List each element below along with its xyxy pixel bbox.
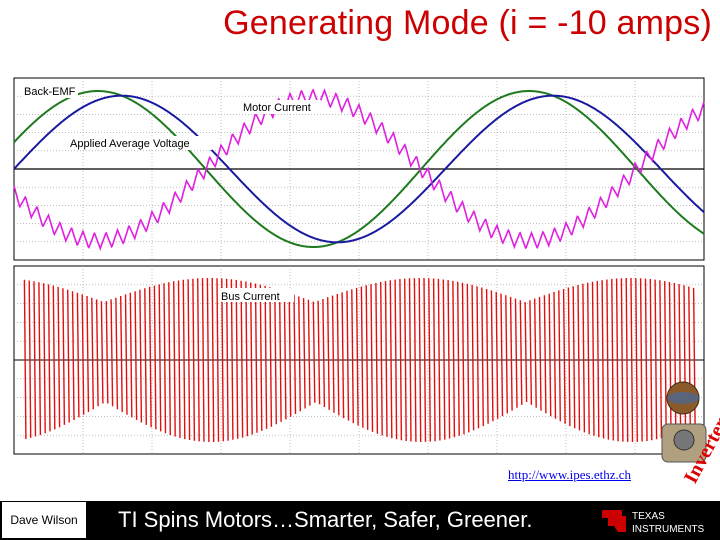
motor-icon [673, 429, 695, 451]
top-plot-grid [14, 78, 704, 260]
annotation-label: Motor Current [243, 102, 311, 114]
footer-tagline: TI Spins Motors…Smarter, Safer, Greener. [118, 507, 533, 532]
inverter-sticker: Inverter [661, 381, 720, 487]
globe-band [667, 392, 699, 404]
bottom-plot: Bus Current [13, 265, 705, 455]
series-bus_current [23, 277, 696, 443]
annotation-label: Bus Current [221, 291, 280, 303]
ti-logo-line1: TEXAS [632, 511, 665, 522]
slide-title: Generating Mode (i = -10 amps) [223, 4, 712, 42]
top-plot-annotations: Back-EMF Motor Current Applied Average Vol… [22, 84, 321, 150]
presenter-name: Dave Wilson [2, 502, 86, 538]
footer-bar [0, 501, 720, 540]
series-back_emf [13, 90, 705, 248]
ti-logo: TEXAS INSTRUMENTS [602, 510, 705, 535]
bottom-plot-series [23, 277, 696, 443]
source-link[interactable]: http://www.ipes.ethz.ch [508, 467, 631, 482]
annotation-bg [22, 84, 78, 98]
annotation-label: Back-EMF [24, 86, 76, 98]
annotation-bg [241, 100, 321, 114]
bottom-plot-annotations: Bus Current [218, 288, 294, 303]
series-motor_current [13, 88, 705, 251]
series-applied_voltage [13, 94, 705, 244]
annotation-bg [218, 288, 294, 302]
top-plot: Back-EMF Motor Current Applied Average Vol… [13, 77, 705, 261]
top-plot-series [13, 88, 705, 251]
annotation-bg [68, 136, 212, 150]
waveform-plots: Back-EMF Motor Current Applied Average Vol… [13, 77, 705, 455]
ti-logo-line2: INSTRUMENTS [632, 524, 705, 535]
ti-state-icon [602, 510, 626, 532]
annotation-label: Applied Average Voltage [70, 138, 190, 150]
